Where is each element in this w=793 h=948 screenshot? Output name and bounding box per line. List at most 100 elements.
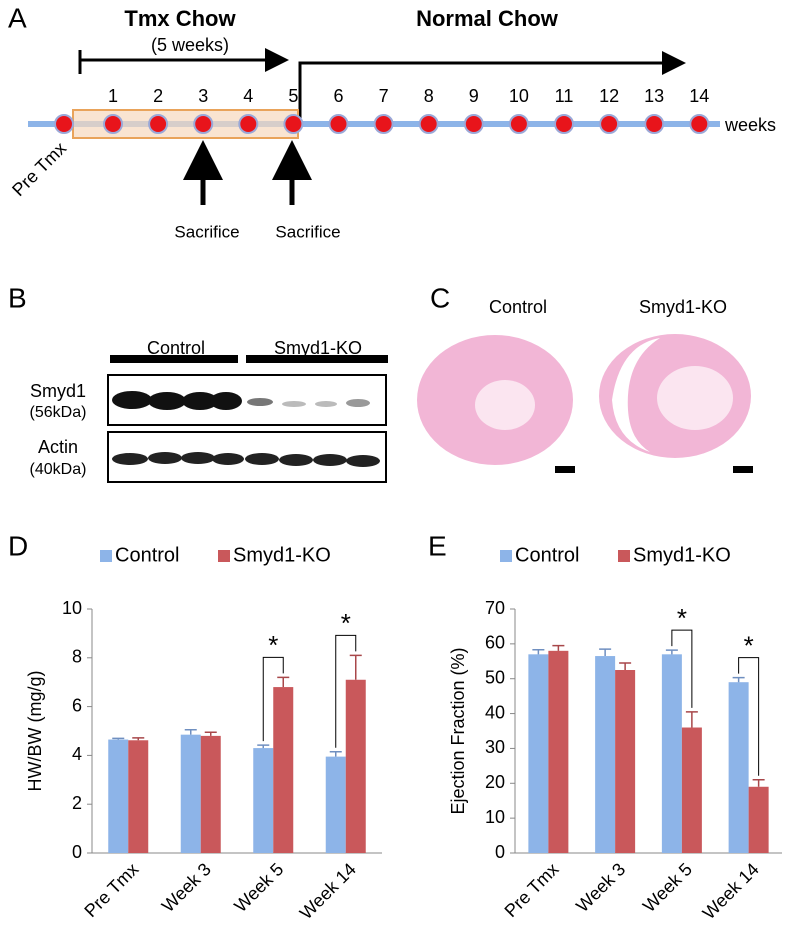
x-tick-label: Week 14 [699, 859, 763, 923]
week-label: 4 [243, 86, 253, 106]
group-bar [246, 355, 388, 363]
legend-swatch [100, 550, 112, 562]
timepoint [54, 114, 74, 134]
group-label: Control [489, 297, 547, 317]
timepoint [508, 114, 529, 134]
error-bar [552, 644, 565, 651]
week-label: 7 [379, 86, 389, 106]
error-bar [599, 648, 612, 657]
panel-label: C [430, 282, 450, 313]
timepoint [193, 114, 214, 134]
y-tick-label: 30 [485, 737, 505, 757]
scale-bar [733, 466, 753, 473]
pre-label: Pre Tmx [8, 138, 70, 200]
bar [548, 650, 569, 853]
bar [108, 739, 129, 853]
y-tick-label: 60 [485, 633, 505, 653]
y-tick-label: 4 [72, 744, 82, 764]
week-label: 10 [509, 86, 529, 106]
panel-label: E [428, 530, 447, 561]
error-bar [619, 662, 632, 670]
bar [325, 756, 346, 853]
significance-bracket [738, 657, 760, 776]
week-label: 8 [424, 86, 434, 106]
x-tick-label: Week 14 [296, 859, 360, 923]
significance-bracket [335, 634, 357, 748]
timepoint [599, 114, 620, 134]
x-tick-label: Week 3 [572, 859, 629, 916]
y-tick-label: 0 [72, 842, 82, 862]
week-label: 13 [644, 86, 664, 106]
y-tick-label: 0 [495, 842, 505, 862]
timepoint [283, 114, 304, 134]
legend-label: Smyd1-KO [233, 544, 331, 566]
week-label: 12 [599, 86, 619, 106]
timepoint [418, 114, 439, 134]
week-label: 11 [555, 86, 574, 106]
error-bar [685, 711, 698, 728]
bar [661, 654, 682, 853]
row-name: Actin [38, 437, 78, 457]
bar [128, 740, 149, 853]
panel-label: B [8, 282, 27, 313]
panel-label: A [8, 2, 27, 33]
error-bar [752, 779, 765, 787]
heart-section [475, 380, 535, 430]
y-tick-label: 10 [62, 598, 82, 618]
heart-section [612, 338, 660, 452]
week-label: 6 [333, 86, 343, 106]
tmx-title: Tmx Chow [124, 6, 236, 31]
y-axis-title: Ejection Fraction (%) [448, 647, 468, 814]
group-label: Control [147, 338, 205, 358]
x-tick-label: Week 5 [639, 859, 696, 916]
legend-label: Control [115, 544, 179, 566]
y-tick-label: 40 [485, 702, 505, 722]
error-bar [732, 676, 745, 683]
legend-swatch [618, 550, 630, 562]
timepoint [689, 114, 710, 134]
legend-swatch [218, 550, 230, 562]
legend-label: Control [515, 544, 579, 566]
y-tick-label: 10 [485, 807, 505, 827]
error-bar [112, 737, 125, 740]
x-tick-label: Week 5 [230, 859, 287, 916]
group-label: Smyd1-KO [274, 338, 362, 358]
bar [345, 679, 366, 853]
bar [180, 734, 201, 853]
unit-label: weeks [724, 115, 776, 135]
error-bar [329, 750, 342, 757]
sacrifice-label: Sacrifice [174, 222, 239, 241]
timepoint [148, 114, 169, 134]
panel-label: D [8, 530, 28, 561]
row-name: Smyd1 [30, 381, 86, 401]
bar [615, 670, 636, 853]
timepoint [328, 114, 349, 134]
row-size: (40kDa) [30, 461, 87, 478]
error-bar [257, 744, 270, 749]
significance-mark: * [268, 630, 278, 660]
error-bar [204, 731, 217, 736]
error-bar [532, 649, 545, 655]
tmx-duration: (5 weeks) [151, 35, 229, 55]
y-tick-label: 6 [72, 695, 82, 715]
y-axis-title: HW/BW (mg/g) [25, 671, 45, 792]
week-label: 3 [198, 86, 208, 106]
sacrifice-label: Sacrifice [275, 222, 340, 241]
y-tick-label: 8 [72, 647, 82, 667]
bar [728, 682, 749, 853]
scale-bar [555, 466, 575, 473]
normal-title: Normal Chow [416, 6, 559, 31]
y-tick-label: 50 [485, 667, 505, 687]
week-label: 14 [689, 86, 709, 106]
heart-section [657, 366, 733, 430]
arrow [298, 51, 686, 128]
significance-mark: * [677, 603, 687, 633]
week-label: 2 [153, 86, 163, 106]
bar [748, 786, 769, 853]
significance-mark: * [341, 608, 351, 638]
group-bar [110, 355, 238, 363]
bar [681, 727, 702, 853]
bar [253, 748, 274, 853]
timepoint [554, 114, 574, 134]
